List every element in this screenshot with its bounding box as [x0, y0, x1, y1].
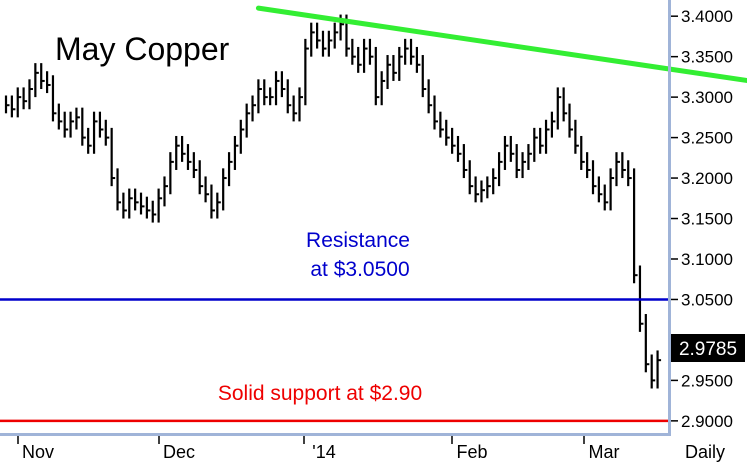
price-tick-label: 2.9500 [681, 371, 733, 390]
price-tick-label: 3.3500 [681, 48, 733, 67]
time-tick-label: Nov [22, 442, 54, 462]
price-tick-label: 3.0500 [681, 290, 733, 309]
resistance-label-line1: Resistance [306, 229, 410, 252]
last-price-badge-bg [671, 334, 745, 362]
time-tick-label: Dec [163, 442, 195, 462]
last-price-label: 2.9785 [679, 339, 737, 360]
price-tick-label: 3.2500 [681, 129, 733, 148]
price-tick-label: 3.2000 [681, 169, 733, 188]
resistance-label-line2: at $3.0500 [310, 258, 409, 281]
time-axis-ticks: Nov Dec '14 Feb Mar [17, 436, 620, 462]
price-tick-label: 2.9000 [681, 412, 733, 431]
price-axis-border [668, 0, 671, 433]
time-tick-label: Mar [589, 442, 620, 462]
time-axis-border [0, 433, 671, 436]
trendline [255, 5, 747, 84]
price-bars [4, 14, 662, 389]
period-label: Daily [685, 442, 725, 462]
time-tick-label: '14 [312, 442, 335, 462]
time-tick-label: Feb [456, 442, 487, 462]
price-tick-label: 3.4000 [681, 7, 733, 26]
last-price-badge: 2.9785 [671, 334, 745, 362]
price-tick-label: 3.1500 [681, 210, 733, 229]
trendlines [255, 5, 747, 84]
price-tick-label: 3.1000 [681, 250, 733, 269]
chart-title: May Copper [55, 31, 230, 67]
support-label: Solid support at $2.90 [218, 382, 422, 405]
price-tick-label: 3.3000 [681, 88, 733, 107]
